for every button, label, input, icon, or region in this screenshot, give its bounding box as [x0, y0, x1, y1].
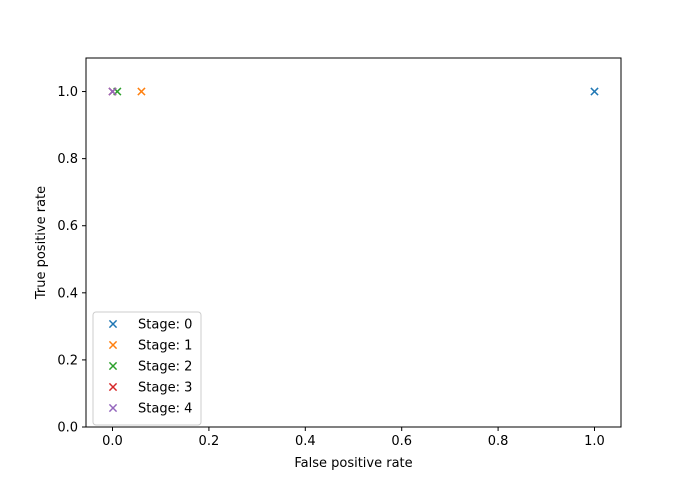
- data-points: [108, 87, 599, 96]
- y-tick-label: 0.6: [57, 219, 78, 234]
- y-tick-label: 0.0: [57, 421, 78, 436]
- x-tick-label: 0.2: [199, 434, 220, 449]
- y-axis-label: True positive rate: [34, 186, 49, 300]
- y-axis-ticks: 0.0 0.2 0.4 0.6 0.8 1.0: [57, 85, 86, 436]
- legend-label-stage-2: Stage: 2: [138, 360, 192, 375]
- x-tick-label: 0.0: [102, 434, 123, 449]
- x-axis-ticks: 0.0 0.2 0.4 0.6 0.8 1.0: [102, 427, 605, 449]
- x-tick-label: 0.6: [391, 434, 412, 449]
- x-tick-label: 0.4: [295, 434, 316, 449]
- legend-label-stage-3: Stage: 3: [138, 381, 192, 396]
- axes-frame: [85, 57, 622, 428]
- y-tick-label: 1.0: [57, 85, 78, 100]
- legend-label-stage-1: Stage: 1: [138, 339, 192, 354]
- legend-marker-stage-3: [108, 382, 118, 392]
- legend-box: [92, 311, 202, 426]
- legend-marker-stage-4: [108, 403, 118, 413]
- data-point-stage-4: [108, 87, 117, 96]
- data-point-stage-1: [137, 87, 146, 96]
- legend: Stage: 0 Stage: 1 Stage: 2 Stage: 3 Stage: 4: [92, 311, 202, 426]
- y-tick-label: 0.2: [57, 353, 78, 368]
- legend-marker-stage-0: [108, 319, 118, 329]
- legend-marker-stage-2: [108, 361, 118, 371]
- legend-marker-stage-1: [108, 340, 118, 350]
- x-axis-label: False positive rate: [294, 456, 412, 471]
- x-tick-label: 0.8: [488, 434, 509, 449]
- y-tick-label: 0.4: [57, 286, 78, 301]
- y-tick-label: 0.8: [57, 152, 78, 167]
- data-point-stage-0: [590, 87, 599, 96]
- legend-label-stage-4: Stage: 4: [138, 402, 192, 417]
- x-tick-label: 1.0: [584, 434, 605, 449]
- legend-label-stage-0: Stage: 0: [138, 318, 192, 333]
